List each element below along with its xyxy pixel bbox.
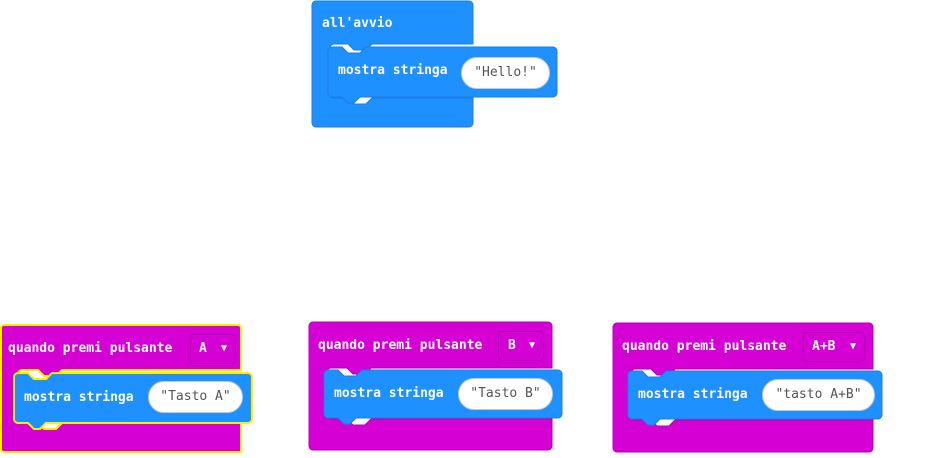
on-button-b-block[interactable] — [308, 321, 557, 454]
string-input[interactable]: "Hello!" — [461, 57, 550, 89]
on-start-label: all'avvio — [322, 16, 393, 31]
show-string-label: mostra stringa — [334, 386, 444, 401]
show-string-label: mostra stringa — [638, 387, 748, 402]
caret-down-icon: ▼ — [849, 341, 856, 352]
caret-down-icon: ▼ — [220, 343, 227, 354]
button-ab-name: A+B — [812, 339, 836, 354]
show-string-label: mostra stringa — [24, 390, 134, 405]
caret-down-icon: ▼ — [528, 340, 535, 351]
on-start-block[interactable] — [311, 0, 477, 130]
string-input[interactable]: "Tasto B" — [458, 378, 553, 410]
button-event-label: quando premi pulsante — [318, 338, 483, 353]
on-button-ab-block[interactable] — [612, 322, 878, 455]
button-b-dropdown[interactable]: B ▼ — [498, 331, 544, 361]
button-a-dropdown[interactable]: A ▼ — [190, 334, 236, 364]
button-b-name: B — [508, 338, 516, 353]
show-string-label: mostra stringa — [338, 63, 448, 78]
button-event-label: quando premi pulsante — [622, 339, 787, 354]
string-input[interactable]: "tasto A+B" — [762, 379, 875, 411]
button-a-name: A — [199, 341, 207, 356]
string-input[interactable]: "Tasto A" — [148, 381, 243, 413]
button-event-label: quando premi pulsante — [8, 341, 173, 356]
button-ab-dropdown[interactable]: A+B ▼ — [803, 332, 865, 362]
